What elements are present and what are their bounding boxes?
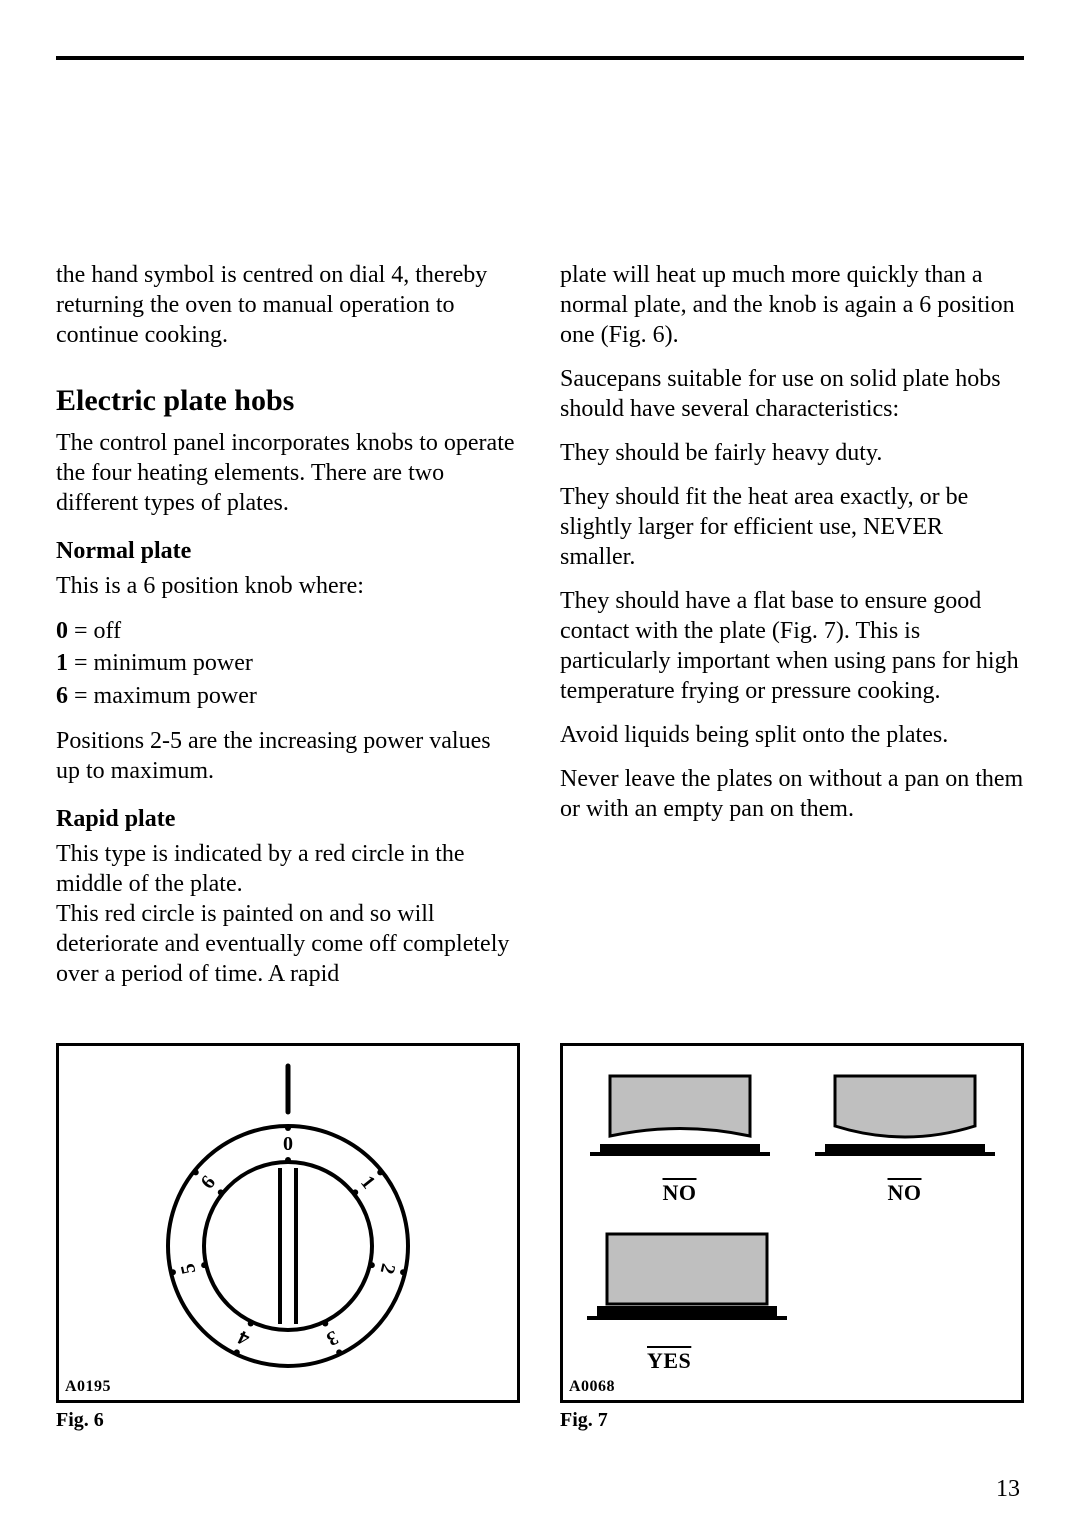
right-p3: They should be fairly heavy duty. xyxy=(560,438,1024,468)
intro-paragraph: the hand symbol is centred on dial 4, th… xyxy=(56,260,520,350)
figure-7-top-row: NO NO xyxy=(587,1066,997,1206)
knob-dial-icon: 0 1 2 3 4 5 6 xyxy=(59,1046,517,1400)
normal-plate-lead: This is a 6 position knob where: xyxy=(56,571,520,601)
knob-def-0-key: 0 xyxy=(56,618,68,644)
right-p2: Saucepans suitable for use on solid plat… xyxy=(560,364,1024,424)
knob-def-0-val: = off xyxy=(68,618,121,644)
page: the hand symbol is centred on dial 4, th… xyxy=(0,0,1080,1533)
pan-convex-icon xyxy=(815,1066,995,1176)
svg-text:0: 0 xyxy=(283,1133,293,1155)
knob-definitions: 0 = off 1 = minimum power 6 = maximum po… xyxy=(56,615,520,712)
figure-6-id: A0195 xyxy=(65,1378,111,1396)
section-title-electric-plate-hobs: Electric plate hobs xyxy=(56,384,520,418)
svg-text:3: 3 xyxy=(323,1326,342,1350)
knob-def-1: 1 = minimum power xyxy=(56,647,520,679)
rapid-plate-paragraph: This type is indicated by a red circle i… xyxy=(56,839,520,989)
figure-7-no-concave: NO xyxy=(587,1066,772,1206)
svg-text:4: 4 xyxy=(234,1326,253,1350)
right-p6: Avoid liquids being split onto the plate… xyxy=(560,720,1024,750)
knob-def-6-val: = maximum power xyxy=(68,683,257,709)
svg-text:5: 5 xyxy=(177,1262,201,1277)
pan-concave-icon xyxy=(590,1066,770,1176)
top-rule xyxy=(56,56,1024,60)
text-columns: the hand symbol is centred on dial 4, th… xyxy=(56,260,1024,1003)
figure-6: 0 1 2 3 4 5 6 A0195 Fig. 6 xyxy=(56,1043,520,1432)
knob-def-1-key: 1 xyxy=(56,650,68,676)
knob-def-0: 0 = off xyxy=(56,615,520,647)
pan-flat-icon xyxy=(587,1224,787,1344)
section-paragraph: The control panel incorporates knobs to … xyxy=(56,428,520,518)
figure-7-yes-label: YES xyxy=(647,1348,691,1374)
svg-text:2: 2 xyxy=(376,1262,400,1277)
figure-7-yes-flat: YES xyxy=(587,1224,997,1374)
figure-7-no-label-1: NO xyxy=(663,1180,697,1206)
figure-7-no-label-2: NO xyxy=(888,1180,922,1206)
normal-plate-followup: Positions 2-5 are the increasing power v… xyxy=(56,726,520,786)
right-p1: plate will heat up much more quickly tha… xyxy=(560,260,1024,350)
knob-def-1-val: = minimum power xyxy=(68,650,253,676)
knob-def-6: 6 = maximum power xyxy=(56,680,520,712)
figure-6-caption: Fig. 6 xyxy=(56,1409,520,1432)
figure-7-inner: NO NO xyxy=(587,1066,997,1374)
figure-7: NO NO xyxy=(560,1043,1024,1432)
subheading-rapid-plate: Rapid plate xyxy=(56,806,520,833)
figure-7-frame: NO NO xyxy=(560,1043,1024,1403)
svg-text:6: 6 xyxy=(197,1172,220,1194)
figures-row: 0 1 2 3 4 5 6 A0195 Fig. 6 xyxy=(56,1043,1024,1432)
figure-7-id: A0068 xyxy=(569,1378,615,1396)
left-column: the hand symbol is centred on dial 4, th… xyxy=(56,260,520,1003)
svg-text:1: 1 xyxy=(356,1172,379,1194)
figure-7-caption: Fig. 7 xyxy=(560,1409,1024,1432)
right-column: plate will heat up much more quickly tha… xyxy=(560,260,1024,1003)
figure-7-no-convex: NO xyxy=(812,1066,997,1206)
figure-7-bottom-row: YES xyxy=(587,1224,997,1374)
knob-def-6-key: 6 xyxy=(56,683,68,709)
figure-6-frame: 0 1 2 3 4 5 6 A0195 xyxy=(56,1043,520,1403)
right-p7: Never leave the plates on without a pan … xyxy=(560,764,1024,824)
right-p5: They should have a flat base to ensure g… xyxy=(560,586,1024,706)
page-number: 13 xyxy=(996,1476,1020,1503)
subheading-normal-plate: Normal plate xyxy=(56,538,520,565)
right-p4: They should fit the heat area exactly, o… xyxy=(560,482,1024,572)
